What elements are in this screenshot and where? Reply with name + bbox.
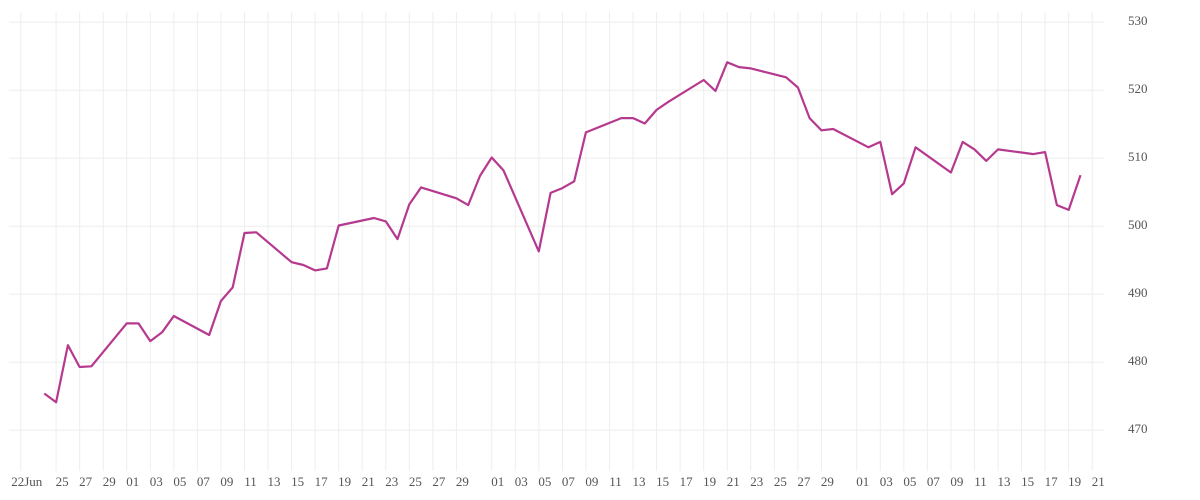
x-tick-label: 15	[1021, 474, 1034, 489]
x-tick-label: 22Jun	[11, 474, 43, 489]
data-line	[43, 61, 1082, 404]
x-tick-label: 11	[244, 474, 257, 489]
x-tick-label: 15	[291, 474, 304, 489]
y-tick-label: 520	[1128, 81, 1148, 96]
x-tick-label: 27	[79, 474, 93, 489]
x-tick-label: 01	[491, 474, 504, 489]
x-tick-label: 23	[750, 474, 763, 489]
x-tick-label: 29	[103, 474, 116, 489]
x-tick-label: 17	[315, 474, 329, 489]
y-tick-label: 490	[1128, 285, 1148, 300]
x-tick-label: 29	[456, 474, 469, 489]
x-tick-label: 19	[703, 474, 716, 489]
y-tick-label: 480	[1128, 353, 1148, 368]
x-tick-label: 21	[727, 474, 740, 489]
x-tick-label: 23	[385, 474, 398, 489]
x-tick-label: 09	[950, 474, 963, 489]
x-tick-label: 03	[150, 474, 163, 489]
x-tick-label: 05	[538, 474, 551, 489]
y-tick-label: 500	[1128, 217, 1148, 232]
x-tick-label: 13	[268, 474, 281, 489]
x-tick-label: 27	[797, 474, 811, 489]
x-tick-label: 15	[656, 474, 669, 489]
x-tick-label: 03	[515, 474, 528, 489]
x-tick-label: 01	[856, 474, 869, 489]
x-tick-label: 05	[903, 474, 916, 489]
x-tick-label: 25	[56, 474, 69, 489]
y-tick-label: 530	[1128, 13, 1148, 28]
y-tick-label: 470	[1128, 421, 1148, 436]
x-tick-label: 07	[562, 474, 576, 489]
x-tick-label: 13	[633, 474, 646, 489]
x-tick-label: 27	[432, 474, 446, 489]
x-tick-label: 25	[409, 474, 422, 489]
x-tick-label: 11	[609, 474, 622, 489]
x-tick-label: 07	[927, 474, 941, 489]
y-tick-label: 510	[1128, 149, 1148, 164]
x-tick-label: 09	[585, 474, 598, 489]
x-tick-label: 29	[821, 474, 834, 489]
x-tick-label: 09	[220, 474, 233, 489]
x-tick-label: 07	[197, 474, 211, 489]
x-tick-label: 17	[1045, 474, 1059, 489]
x-tick-label: 05	[173, 474, 186, 489]
x-tick-label: 25	[774, 474, 787, 489]
x-tick-label: 21	[1092, 474, 1105, 489]
x-tick-label: 19	[338, 474, 351, 489]
x-tick-label: 17	[680, 474, 694, 489]
x-tick-label: 21	[362, 474, 375, 489]
x-tick-label: 19	[1068, 474, 1081, 489]
x-tick-label: 01	[126, 474, 139, 489]
x-tick-label: 11	[974, 474, 987, 489]
x-tick-label: 03	[880, 474, 893, 489]
x-tick-label: 13	[998, 474, 1011, 489]
